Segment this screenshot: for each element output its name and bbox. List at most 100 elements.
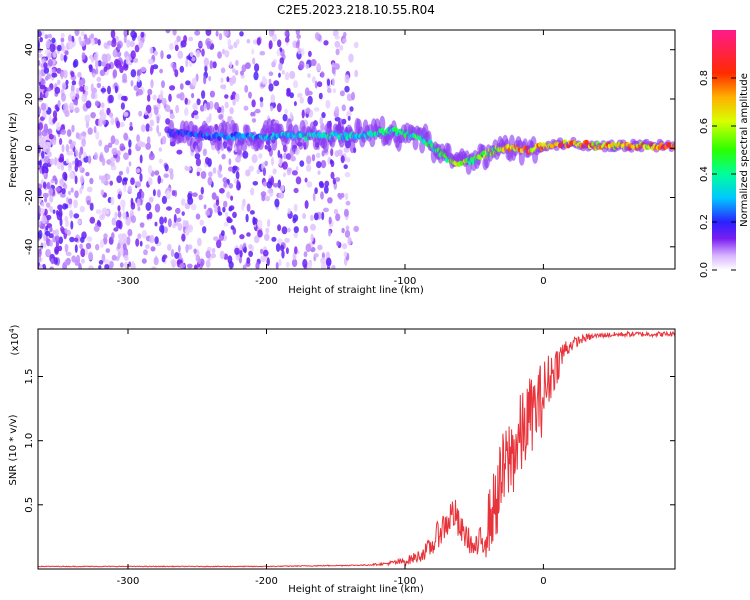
noise-blob	[49, 195, 54, 203]
noise-blob	[251, 154, 258, 164]
noise-blob	[332, 177, 337, 185]
noise-blob	[271, 61, 276, 67]
noise-blob	[139, 240, 143, 247]
noise-blob	[234, 70, 239, 76]
noise-blob	[268, 71, 274, 76]
noise-blob	[179, 263, 186, 269]
noise-blob	[195, 213, 201, 220]
noise-blob	[289, 70, 296, 80]
noise-blob	[71, 124, 75, 133]
noise-blob	[154, 203, 161, 213]
noise-blob	[202, 226, 207, 234]
noise-blob	[138, 40, 144, 49]
noise-blob	[126, 166, 130, 175]
noise-blob	[80, 248, 86, 258]
noise-blob	[248, 250, 254, 257]
y-tick-label: -20	[24, 189, 35, 205]
noise-blob	[158, 158, 163, 164]
noise-blob	[169, 85, 176, 91]
noise-blob	[331, 78, 335, 86]
noise-blob	[351, 91, 355, 101]
y-tick-label: 40	[24, 43, 35, 56]
noise-blob	[267, 144, 272, 152]
noise-blob	[191, 77, 197, 87]
noise-blob	[281, 69, 285, 75]
noise-blob	[264, 78, 268, 86]
noise-blob	[331, 66, 336, 75]
noise-blob	[246, 203, 251, 212]
noise-blob	[38, 229, 43, 239]
x-tick-label: -200	[255, 276, 278, 287]
noise-blob	[267, 189, 274, 194]
noise-blob	[305, 243, 312, 253]
noise-blob	[209, 90, 215, 98]
ridge-point	[393, 126, 398, 132]
snr-ticks: -300 -200 -100 0 0.5 1.0 1.5	[24, 329, 675, 587]
noise-blob	[42, 109, 47, 118]
noise-blob	[299, 97, 305, 104]
noise-blob	[119, 143, 125, 152]
noise-blob	[138, 68, 142, 76]
noise-blob	[332, 30, 339, 37]
noise-blob	[258, 153, 263, 159]
noise-blob	[235, 39, 240, 45]
noise-blob	[349, 106, 354, 112]
noise-blob	[287, 227, 291, 233]
noise-blob	[265, 195, 271, 202]
noise-blob	[220, 77, 224, 84]
noise-blob	[87, 251, 94, 261]
noise-blob	[87, 127, 93, 135]
noise-blob	[152, 189, 156, 197]
noise-blob	[84, 37, 91, 45]
noise-blob	[160, 50, 164, 60]
noise-blob	[220, 84, 226, 90]
noise-blob	[112, 49, 118, 58]
noise-blob	[208, 75, 212, 82]
noise-blob	[110, 157, 116, 162]
noise-blob	[344, 229, 351, 238]
noise-blob	[44, 208, 48, 216]
noise-blob	[101, 53, 108, 62]
noise-blob	[52, 175, 57, 181]
noise-blob	[128, 148, 132, 156]
noise-blob	[145, 244, 150, 250]
noise-blob	[158, 147, 163, 152]
noise-blob	[213, 236, 219, 241]
noise-blob	[54, 156, 58, 166]
noise-blob	[345, 200, 351, 206]
noise-blob	[217, 51, 222, 59]
noise-blob	[105, 209, 110, 215]
noise-blob	[273, 80, 280, 87]
colorbar-label: Normalized spectral amplitude	[739, 73, 750, 227]
noise-blob	[287, 208, 291, 214]
noise-blob	[187, 196, 194, 205]
noise-blob	[45, 39, 51, 49]
noise-blob	[333, 208, 339, 215]
noise-blob	[228, 158, 232, 166]
noise-blob	[311, 77, 316, 84]
noise-blob	[203, 57, 210, 67]
noise-blob	[279, 158, 283, 165]
noise-blob	[150, 79, 154, 89]
noise-blob	[69, 209, 73, 219]
noise-blob	[282, 161, 288, 170]
noise-blob	[177, 50, 184, 59]
noise-blob	[212, 167, 217, 174]
noise-blob	[82, 151, 87, 158]
noise-blob	[89, 177, 94, 185]
noise-blob	[43, 233, 47, 242]
noise-blob	[69, 236, 75, 243]
noise-blob	[281, 249, 285, 259]
noise-blob	[319, 182, 325, 189]
noise-blob	[38, 205, 41, 214]
noise-blob	[70, 149, 74, 156]
noise-blob	[127, 185, 133, 193]
noise-blob	[70, 220, 74, 230]
noise-blob	[321, 150, 325, 157]
noise-blob	[331, 264, 336, 269]
noise-blob	[252, 217, 258, 225]
noise-blob	[38, 129, 42, 136]
noise-blob	[86, 236, 93, 242]
noise-blob	[46, 249, 51, 257]
x-tick-label: -300	[117, 576, 140, 587]
